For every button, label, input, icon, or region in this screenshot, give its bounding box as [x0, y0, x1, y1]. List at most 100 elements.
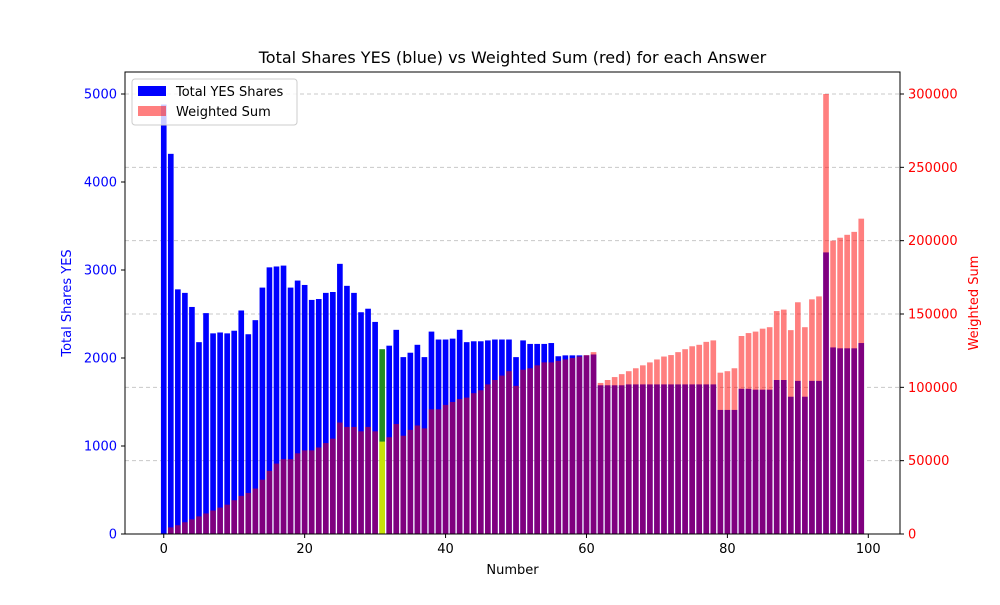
- weighted-bar: [393, 424, 400, 534]
- weighted-bar: [499, 375, 505, 534]
- weighted-bar: [696, 344, 703, 534]
- weighted-bar: [731, 368, 738, 534]
- legend-label-weighted: Weighted Sum: [176, 105, 271, 120]
- yes-bar: [351, 292, 357, 534]
- weighted-bar: [477, 390, 484, 534]
- y-right-tick-label: 300000: [908, 88, 958, 103]
- weighted-bar: [294, 453, 301, 534]
- weighted-bar: [654, 359, 660, 534]
- y-axis-right-label: Weighted Sum: [967, 256, 982, 351]
- weighted-bar: [703, 341, 710, 534]
- weighted-bar: [351, 426, 357, 534]
- weighted-bar: [470, 393, 477, 534]
- yes-bar: [217, 332, 223, 534]
- yes-bar: [160, 104, 167, 534]
- yes-bar: [252, 320, 259, 534]
- y-left-tick-label: 3000: [84, 264, 117, 279]
- weighted-bar: [231, 500, 238, 534]
- yes-bar: [294, 280, 301, 534]
- weighted-bar: [344, 426, 350, 534]
- weighted-bar: [576, 356, 583, 534]
- legend-swatch-yes: [138, 86, 166, 96]
- yes-bar: [189, 306, 195, 534]
- weighted-bar: [372, 431, 378, 534]
- yes-bar: [337, 263, 343, 534]
- weighted-bar: [710, 340, 717, 534]
- legend-frame: [131, 78, 298, 126]
- yes-bar: [273, 266, 280, 534]
- weighted-bar: [597, 382, 604, 534]
- weighted-bar: [745, 333, 752, 534]
- y-left-tick-label: 0: [109, 528, 117, 543]
- x-tick-label: 0: [160, 542, 168, 557]
- x-tick-label: 100: [856, 542, 881, 557]
- yes-bar: [203, 313, 209, 534]
- weighted-bar: [583, 355, 590, 534]
- weighted-bar: [358, 431, 364, 534]
- y-left-tick-label: 1000: [84, 440, 117, 455]
- yes-bar: [344, 285, 350, 534]
- yes-bar: [301, 284, 308, 534]
- weighted-bar: [167, 527, 174, 534]
- weighted-bar: [414, 425, 421, 534]
- yes-bar: [266, 267, 273, 534]
- yes-bar: [330, 292, 336, 534]
- legend-label-yes: Total YES Shares: [175, 85, 284, 100]
- weighted-bars-group: [167, 94, 865, 535]
- weighted-bar: [851, 231, 858, 534]
- x-tick-label: 20: [296, 542, 313, 557]
- weighted-bar: [308, 450, 315, 534]
- weighted-bar: [280, 459, 287, 534]
- weighted-bar: [858, 218, 865, 534]
- y-axis-left-label: Total Shares YES: [60, 249, 75, 357]
- weighted-bar: [252, 488, 259, 534]
- yes-bar: [224, 333, 230, 534]
- weighted-bar: [809, 299, 815, 534]
- y-right-tick-label: 50000: [908, 454, 949, 469]
- x-tick-label: 80: [719, 542, 736, 557]
- weighted-bar: [823, 94, 829, 534]
- weighted-bar: [837, 237, 843, 534]
- weighted-bar: [527, 368, 533, 534]
- weighted-bar: [625, 371, 632, 534]
- weighted-bar: [675, 352, 681, 534]
- weighted-bar: [844, 234, 850, 535]
- weighted-bar: [830, 240, 836, 534]
- yes-bar: [372, 321, 378, 534]
- weighted-bar: [802, 327, 808, 534]
- weighted-bar: [590, 352, 597, 534]
- weighted-bar: [513, 385, 519, 534]
- yes-bar: [358, 312, 364, 534]
- weighted-bar: [322, 443, 329, 534]
- weighted-bar: [640, 365, 646, 534]
- weighted-bar: [562, 359, 569, 534]
- weighted-bar: [442, 404, 449, 534]
- weighted-bar: [555, 360, 562, 534]
- weighted-bar: [365, 426, 371, 534]
- weighted-bar: [492, 380, 498, 534]
- yes-bar: [167, 153, 174, 534]
- chart-title: Total Shares YES (blue) vs Weighted Sum …: [258, 48, 767, 67]
- weighted-bar: [400, 435, 407, 534]
- plot-frame: [124, 71, 901, 535]
- yes-bar: [259, 287, 266, 534]
- yes-bars-group: [160, 104, 865, 534]
- weighted-bar: [210, 510, 216, 534]
- yes-bar: [365, 308, 371, 534]
- weighted-bar: [604, 380, 611, 534]
- weighted-bar: [689, 346, 695, 534]
- weighted-bar: [463, 397, 470, 534]
- weighted-bar: [618, 374, 625, 534]
- yes-bar: [245, 334, 252, 534]
- y-right-tick-label: 0: [908, 528, 916, 543]
- yes-bar: [210, 333, 216, 534]
- weighted-bar: [611, 377, 618, 534]
- weighted-bar: [773, 311, 780, 534]
- weighted-bar: [189, 519, 195, 534]
- weighted-bar: [569, 358, 576, 534]
- y-left-tick-label: 2000: [84, 352, 117, 367]
- y-right-tick-label: 150000: [908, 308, 958, 323]
- y-axis-left: 0 1000 2000 3000 4000 5000: [84, 88, 125, 543]
- weighted-bar: [668, 355, 674, 534]
